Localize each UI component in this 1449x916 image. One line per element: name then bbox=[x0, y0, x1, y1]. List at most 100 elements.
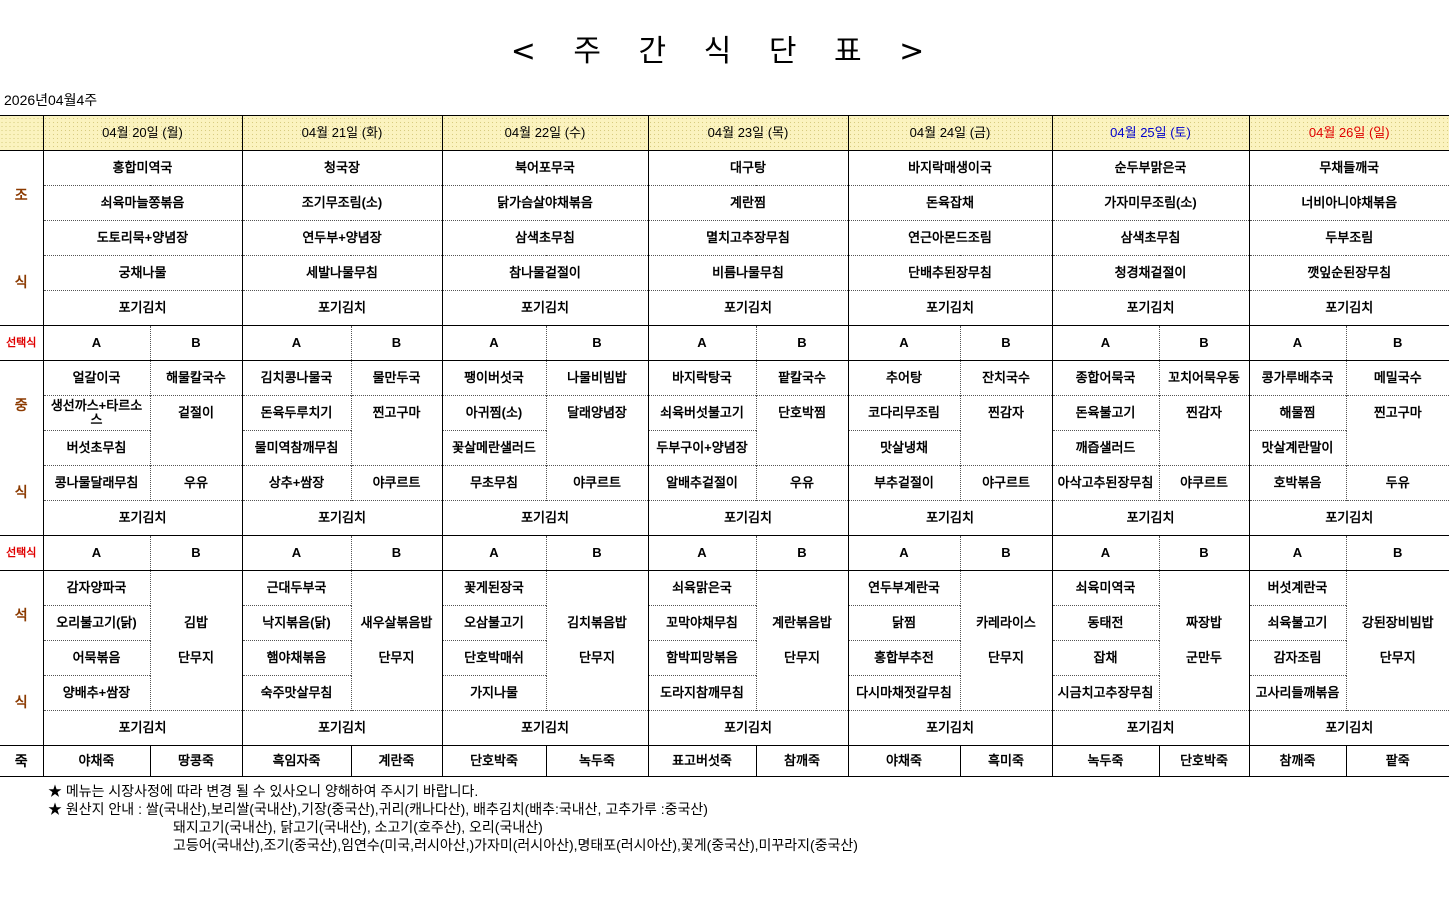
option-b-header: B bbox=[149, 325, 242, 361]
lunch-kimchi: 포기김치 bbox=[241, 500, 442, 536]
option-b-header: B bbox=[755, 535, 848, 571]
dinner-a-item: 동태전 bbox=[1051, 605, 1159, 641]
dinner-a-item: 꼬막야채무침 bbox=[647, 605, 756, 641]
dinner-a-item: 어묵볶음 bbox=[42, 640, 150, 676]
lunch-a-item: 아귀찜(소) bbox=[441, 395, 546, 431]
lunch-b-item: 두유 bbox=[1345, 465, 1449, 501]
dinner-b-item: 단무지 bbox=[149, 640, 242, 676]
dinner-a-item: 다시마채젓갈무침 bbox=[847, 675, 960, 711]
breakfast-item: 홍합미역국 bbox=[42, 150, 242, 186]
breakfast-item: 비름나물무침 bbox=[647, 255, 848, 291]
day-header: 04월 22일 (수) bbox=[441, 115, 648, 151]
lunch-a-item: 아삭고추된장무침 bbox=[1051, 465, 1159, 501]
breakfast-item: 계란찜 bbox=[647, 185, 848, 221]
porridge-a: 흑임자죽 bbox=[241, 745, 351, 777]
lunch-a-item: 무초무침 bbox=[441, 465, 546, 501]
lunch-a-item: 바지락탕국 bbox=[647, 360, 756, 396]
breakfast-item: 청경채겉절이 bbox=[1051, 255, 1249, 291]
lunch-a-item: 돈육불고기 bbox=[1051, 395, 1159, 431]
option-a-header: A bbox=[1051, 325, 1159, 361]
lunch-a-item: 김치콩나물국 bbox=[241, 360, 351, 396]
breakfast-item: 세발나물무침 bbox=[241, 255, 442, 291]
dinner-a-item: 고사리들깨볶음 bbox=[1248, 675, 1346, 711]
choice-label: 선택식 bbox=[0, 535, 43, 571]
dinner-a-item: 오리불고기(닭) bbox=[42, 605, 150, 641]
lunch-b-item: 팥칼국수 bbox=[755, 360, 848, 396]
breakfast-item: 청국장 bbox=[241, 150, 442, 186]
dinner-b-item bbox=[959, 570, 1052, 606]
option-b-header: B bbox=[545, 535, 648, 571]
page-title: < 주 간 식 단 표 > bbox=[510, 34, 939, 69]
lunch-b-item: 메밀국수 bbox=[1345, 360, 1449, 396]
dinner-a-item: 낙지볶음(닭) bbox=[241, 605, 351, 641]
option-a-header: A bbox=[1051, 535, 1159, 571]
option-b-header: B bbox=[545, 325, 648, 361]
porridge-a: 표고버섯죽 bbox=[647, 745, 756, 777]
dinner-a-item: 꽃게된장국 bbox=[441, 570, 546, 606]
dinner-kimchi: 포기김치 bbox=[42, 710, 242, 746]
breakfast-item: 깻잎순된장무침 bbox=[1248, 255, 1449, 291]
option-a-header: A bbox=[647, 535, 756, 571]
lunch-kimchi: 포기김치 bbox=[847, 500, 1052, 536]
lunch-b-item: 야구르트 bbox=[959, 465, 1052, 501]
dinner-kimchi: 포기김치 bbox=[441, 710, 648, 746]
breakfast-item: 단배추된장무침 bbox=[847, 255, 1052, 291]
dinner-a-item: 양배추+쌈장 bbox=[42, 675, 150, 711]
option-b-header: B bbox=[1345, 325, 1449, 361]
option-a-header: A bbox=[441, 325, 546, 361]
option-a-header: A bbox=[241, 325, 351, 361]
breakfast-item: 순두부맑은국 bbox=[1051, 150, 1249, 186]
lunch-kimchi: 포기김치 bbox=[1051, 500, 1249, 536]
breakfast-item: 대구탕 bbox=[647, 150, 848, 186]
porridge-b: 녹두죽 bbox=[545, 745, 648, 777]
dinner-b-item: 단무지 bbox=[1345, 640, 1449, 676]
breakfast-item: 포기김치 bbox=[847, 290, 1052, 326]
dinner-a-item: 쇠육맑은국 bbox=[647, 570, 756, 606]
lunch-b-item: 겉절이 bbox=[149, 395, 242, 431]
lunch-a-item: 두부구이+양념장 bbox=[647, 430, 756, 466]
porridge-a: 야채죽 bbox=[42, 745, 150, 777]
dinner-b-item bbox=[350, 675, 442, 711]
lunch-kimchi: 포기김치 bbox=[441, 500, 648, 536]
porridge-b: 참깨죽 bbox=[755, 745, 848, 777]
breakfast-item: 너비아니야채볶음 bbox=[1248, 185, 1449, 221]
lunch-b-item bbox=[545, 430, 648, 466]
lunch-label-char: 중 bbox=[14, 396, 28, 413]
porridge-a: 단호박죽 bbox=[441, 745, 546, 777]
lunch-b-item bbox=[1345, 430, 1449, 466]
lunch-a-item: 물미역참깨무침 bbox=[241, 430, 351, 466]
dinner-a-item: 오삼불고기 bbox=[441, 605, 546, 641]
option-a-header: A bbox=[42, 535, 150, 571]
lunch-a-item: 상추+쌈장 bbox=[241, 465, 351, 501]
option-a-header: A bbox=[647, 325, 756, 361]
lunch-a-item: 콩가루배추국 bbox=[1248, 360, 1346, 396]
dinner-a-item: 버섯계란국 bbox=[1248, 570, 1346, 606]
option-b-header: B bbox=[1158, 325, 1249, 361]
breakfast-item: 삼색초무침 bbox=[441, 220, 648, 256]
dinner-a-item: 근대두부국 bbox=[241, 570, 351, 606]
dinner-b-item: 단무지 bbox=[959, 640, 1052, 676]
dinner-b-item: 짜장밥 bbox=[1158, 605, 1249, 641]
breakfast-item: 연근아몬드조림 bbox=[847, 220, 1052, 256]
dinner-kimchi: 포기김치 bbox=[1051, 710, 1249, 746]
lunch-a-item: 팽이버섯국 bbox=[441, 360, 546, 396]
dinner-kimchi: 포기김치 bbox=[647, 710, 848, 746]
dinner-a-item: 시금치고추장무침 bbox=[1051, 675, 1159, 711]
option-b-header: B bbox=[959, 325, 1052, 361]
breakfast-item: 포기김치 bbox=[1051, 290, 1249, 326]
breakfast-item: 두부조림 bbox=[1248, 220, 1449, 256]
dinner-kimchi: 포기김치 bbox=[241, 710, 442, 746]
dinner-b-item bbox=[755, 675, 848, 711]
porridge-b: 계란죽 bbox=[350, 745, 442, 777]
notice-origin: ★ 원산지 안내 : 쌀(국내산),보리쌀(국내산),기장(중국산),귀리(캐나… bbox=[48, 801, 708, 817]
dinner-a-item: 닭찜 bbox=[847, 605, 960, 641]
porridge-label: 죽 bbox=[0, 745, 43, 777]
option-a-header: A bbox=[241, 535, 351, 571]
lunch-a-item: 추어탕 bbox=[847, 360, 960, 396]
dinner-b-item bbox=[149, 675, 242, 711]
breakfast-item: 도토리묵+양념장 bbox=[42, 220, 242, 256]
breakfast-item: 조기무조림(소) bbox=[241, 185, 442, 221]
dinner-b-item bbox=[1158, 675, 1249, 711]
dinner-b-item bbox=[545, 675, 648, 711]
